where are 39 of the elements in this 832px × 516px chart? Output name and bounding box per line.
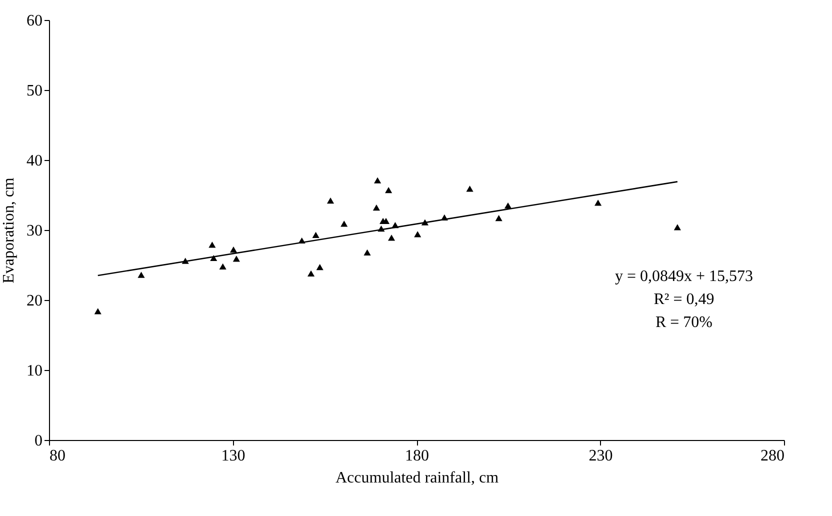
point — [674, 224, 681, 230]
annotation: y = 0,0849x + 15,573 — [614, 268, 754, 286]
annotation: R² = 0,49 — [654, 291, 714, 308]
point — [372, 204, 380, 211]
y-tick-label: 30 — [26, 222, 42, 240]
annotation: R = 70% — [655, 314, 713, 332]
point — [414, 231, 422, 238]
point — [316, 264, 324, 270]
point — [385, 187, 392, 194]
point — [312, 232, 320, 238]
point — [208, 242, 216, 248]
point — [326, 198, 334, 204]
y-tick-label: 40 — [26, 152, 42, 170]
point — [388, 234, 396, 241]
x-tick-label: 280 — [760, 448, 784, 464]
point — [219, 263, 226, 270]
point — [232, 256, 240, 262]
point — [94, 308, 102, 314]
x-tick-label: 130 — [221, 448, 246, 464]
y-tick-label: 60 — [26, 12, 42, 30]
y-tick-label: 10 — [26, 362, 42, 380]
x-tick-label: 80 — [50, 448, 66, 464]
point — [495, 215, 502, 222]
point — [466, 186, 474, 192]
y-tick-label: 20 — [26, 292, 42, 310]
y-axis-title: Evaporation, cm — [0, 177, 18, 284]
point — [340, 220, 348, 227]
point — [364, 249, 371, 256]
point — [594, 200, 602, 206]
point — [307, 270, 315, 276]
y-tick-label: 0 — [34, 432, 42, 450]
point — [504, 202, 512, 209]
x-tick-label: 230 — [588, 448, 613, 464]
x-tick-label: 180 — [405, 448, 429, 464]
point — [138, 272, 145, 278]
point — [230, 246, 238, 253]
point — [374, 177, 382, 184]
y-tick-label: 50 — [26, 82, 42, 100]
x-axis-title: Accumulated rainfall, cm — [335, 470, 500, 486]
